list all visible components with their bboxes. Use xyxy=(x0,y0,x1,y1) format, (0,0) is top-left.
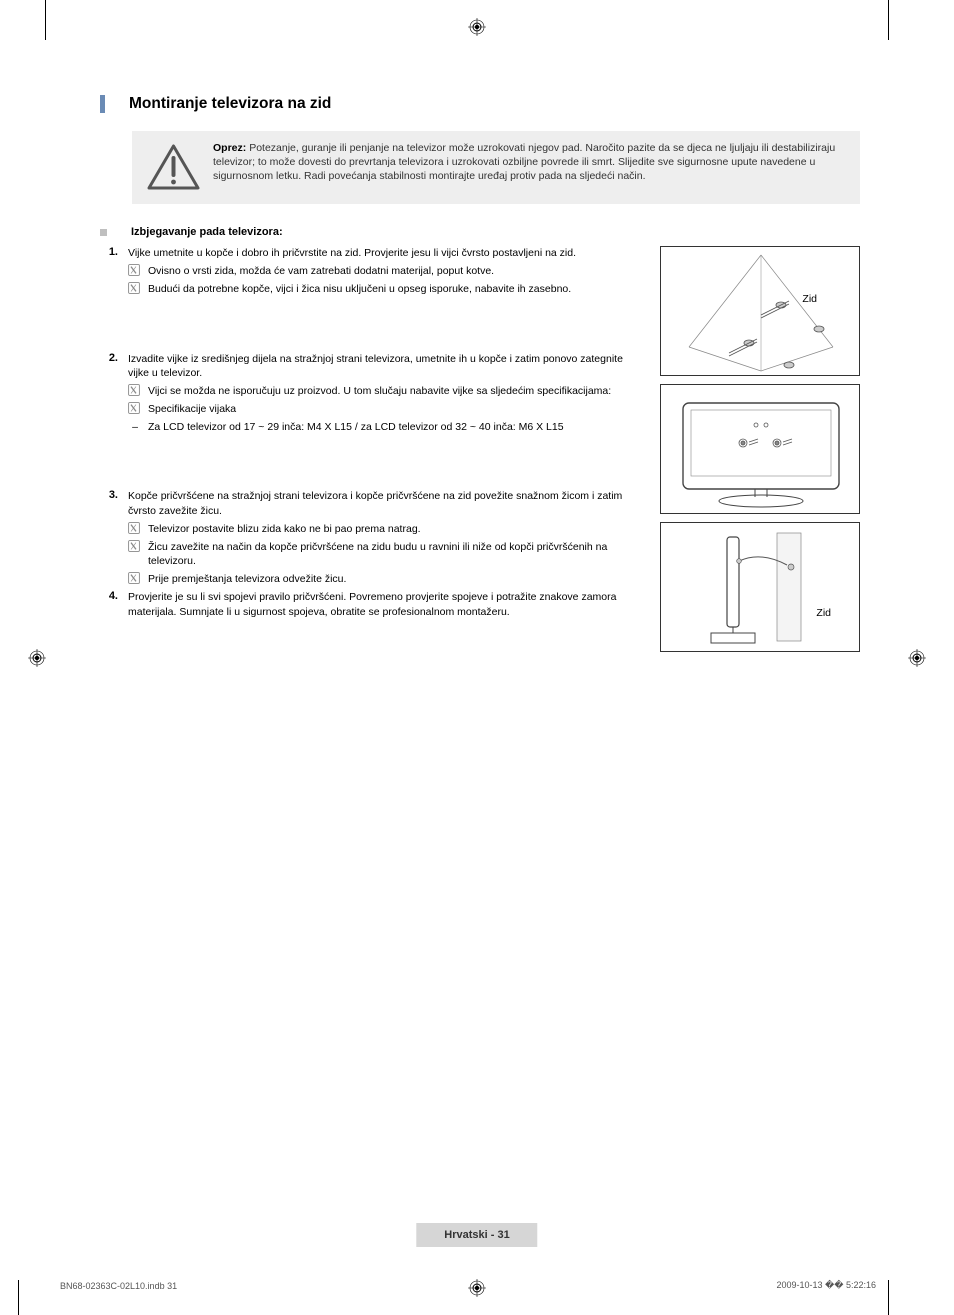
registration-mark-icon xyxy=(28,649,46,667)
note-text: Vijci se možda ne isporučuju uz proizvod… xyxy=(148,384,611,398)
subhead: Izbjegavanje pada televizora: xyxy=(131,226,283,238)
crop-mark xyxy=(888,1280,889,1315)
note-line: Vijci se možda ne isporučuju uz proizvod… xyxy=(128,384,636,398)
text-column: 1. Vijke umetnite u kopče i dobro ih pri… xyxy=(100,246,646,623)
warning-body: Potezanje, guranje ili penjanje na telev… xyxy=(213,142,835,182)
dash-line: – Za LCD televizor od 17 ~ 29 inča: M4 X… xyxy=(128,420,636,434)
title-accent-bar xyxy=(100,95,105,113)
warning-icon xyxy=(146,143,201,194)
crop-mark xyxy=(18,1280,19,1315)
step-text: Izvadite vijke iz središnjeg dijela na s… xyxy=(128,353,623,379)
step-2: 2. Izvadite vijke iz središnjeg dijela n… xyxy=(100,352,636,435)
note-line: Prije premještanja televizora odvežite ž… xyxy=(128,572,636,586)
page-content: Montiranje televizora na zid Oprez: Pote… xyxy=(100,95,860,652)
note-text: Prije premještanja televizora odvežite ž… xyxy=(148,572,346,586)
step-text: Vijke umetnite u kopče i dobro ih pričvr… xyxy=(128,247,576,259)
step-3: 3. Kopče pričvršćene na stražnjoj strani… xyxy=(100,489,636,586)
note-line: Specifikacije vijaka xyxy=(128,402,636,416)
note-line: Budući da potrebne kopče, vijci i žica n… xyxy=(128,282,636,296)
dash-text: Za LCD televizor od 17 ~ 29 inča: M4 X L… xyxy=(148,420,564,434)
figure-tv-side-wall: Zid xyxy=(660,522,860,652)
step-text: Provjerite je su li svi spojevi pravilo … xyxy=(128,591,616,617)
note-icon xyxy=(128,402,142,414)
note-line: Žicu zavežite na način da kopče pričvršć… xyxy=(128,540,636,568)
registration-mark-icon xyxy=(908,649,926,667)
note-icon xyxy=(128,572,142,584)
note-text: Ovisno o vrsti zida, možda će vam zatreb… xyxy=(148,264,494,278)
step-4: 4. Provjerite je su li svi spojevi pravi… xyxy=(100,590,636,618)
registration-mark-icon xyxy=(468,1279,486,1297)
content-row: 1. Vijke umetnite u kopče i dobro ih pri… xyxy=(100,246,860,652)
note-text: Žicu zavežite na način da kopče pričvršć… xyxy=(148,540,636,568)
figure-label-wall: Zid xyxy=(816,607,831,619)
note-line: Ovisno o vrsti zida, možda će vam zatreb… xyxy=(128,264,636,278)
note-line: Televizor postavite blizu zida kako ne b… xyxy=(128,522,636,536)
step-number: 3. xyxy=(100,489,118,501)
meta-timestamp: 2009-10-13 �� 5:22:16 xyxy=(776,1280,876,1291)
registration-mark-icon xyxy=(468,18,486,36)
dash-bullet: – xyxy=(128,420,142,434)
crop-mark xyxy=(888,0,889,40)
figure-label-wall: Zid xyxy=(802,293,817,305)
title-row: Montiranje televizora na zid xyxy=(100,95,860,113)
step-number: 4. xyxy=(100,590,118,602)
note-icon xyxy=(128,264,142,276)
subhead-row: Izbjegavanje pada televizora: xyxy=(100,226,860,238)
note-text: Televizor postavite blizu zida kako ne b… xyxy=(148,522,421,536)
note-icon xyxy=(128,384,142,396)
page-title: Montiranje televizora na zid xyxy=(129,95,331,113)
note-icon xyxy=(128,522,142,534)
note-text: Specifikacije vijaka xyxy=(148,402,236,416)
subhead-bullet-icon xyxy=(100,229,107,236)
step-1: 1. Vijke umetnite u kopče i dobro ih pri… xyxy=(100,246,636,297)
figure-column: Zid xyxy=(660,246,860,652)
crop-mark xyxy=(45,0,46,40)
figure-wall-anchors: Zid xyxy=(660,246,860,376)
warning-text: Oprez: Potezanje, guranje ili penjanje n… xyxy=(213,141,846,184)
note-text: Budući da potrebne kopče, vijci i žica n… xyxy=(148,282,571,296)
note-icon xyxy=(128,540,142,552)
page-footer: Hrvatski - 31 xyxy=(416,1223,537,1247)
step-number: 2. xyxy=(100,352,118,364)
ordered-list: 1. Vijke umetnite u kopče i dobro ih pri… xyxy=(100,246,636,619)
step-number: 1. xyxy=(100,246,118,258)
warning-box: Oprez: Potezanje, guranje ili penjanje n… xyxy=(132,131,860,204)
figure-tv-front xyxy=(660,384,860,514)
note-icon xyxy=(128,282,142,294)
warning-label: Oprez: xyxy=(213,142,246,154)
step-text: Kopče pričvršćene na stražnjoj strani te… xyxy=(128,490,622,516)
meta-filename: BN68-02363C-02L10.indb 31 xyxy=(60,1281,177,1291)
